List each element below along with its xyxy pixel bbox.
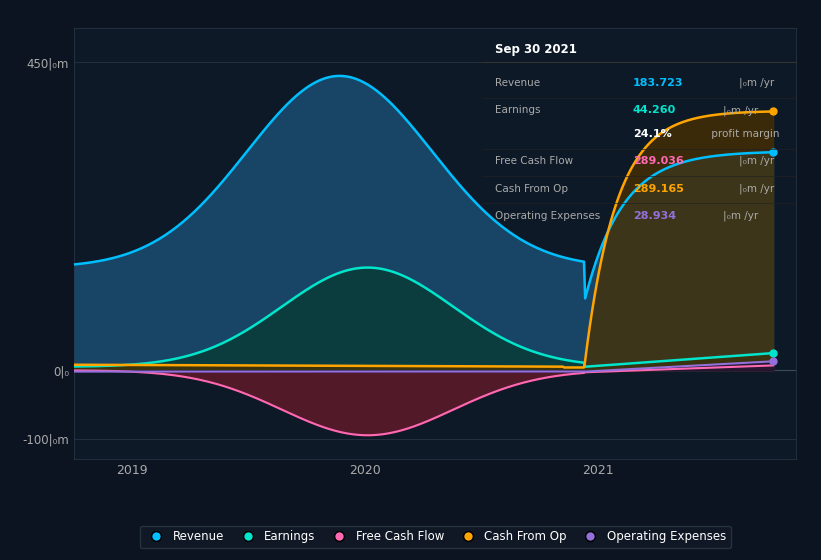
Text: Operating Expenses: Operating Expenses (495, 211, 600, 221)
Text: |₀m /yr: |₀m /yr (739, 156, 774, 166)
Text: |₀m /yr: |₀m /yr (739, 184, 774, 194)
Text: Earnings: Earnings (495, 105, 540, 115)
Text: 183.723: 183.723 (633, 78, 683, 88)
Text: 28.934: 28.934 (633, 211, 676, 221)
Text: Revenue: Revenue (495, 78, 539, 88)
Legend: Revenue, Earnings, Free Cash Flow, Cash From Op, Operating Expenses: Revenue, Earnings, Free Cash Flow, Cash … (140, 526, 731, 548)
Text: 289.165: 289.165 (633, 184, 684, 194)
Text: |₀m /yr: |₀m /yr (723, 211, 759, 221)
Text: 24.1%: 24.1% (633, 129, 672, 139)
Text: 44.260: 44.260 (633, 105, 677, 115)
Text: |₀m /yr: |₀m /yr (739, 78, 774, 88)
Text: |₀m /yr: |₀m /yr (723, 105, 759, 116)
Text: Sep 30 2021: Sep 30 2021 (495, 43, 576, 55)
Text: Free Cash Flow: Free Cash Flow (495, 156, 573, 166)
Text: Cash From Op: Cash From Op (495, 184, 567, 194)
Text: profit margin: profit margin (709, 129, 780, 139)
Text: 289.036: 289.036 (633, 156, 684, 166)
